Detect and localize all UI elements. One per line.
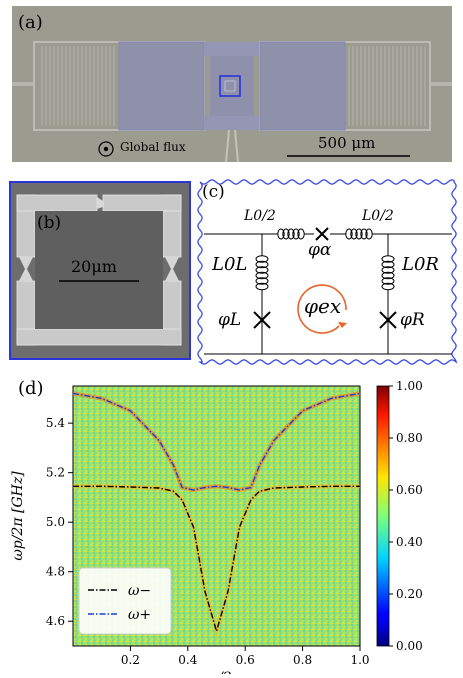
scalebar-b-label: 20μm	[71, 257, 117, 276]
micrograph-svg	[12, 6, 452, 162]
circuit-border	[197, 179, 458, 365]
spectrum-chart-svg: 0.2 0.4 0.6 0.8 1.0 4.6 4.8 5.0 5.2 5.4 φex/2π ωp/2…	[10, 379, 423, 678]
junction-right-icon	[379, 311, 397, 329]
junction-top-icon	[315, 227, 329, 241]
inductor-right-icon	[381, 255, 395, 291]
inductor-left-icon	[255, 255, 269, 291]
colorbar	[376, 385, 390, 647]
series-line-1	[72, 392, 361, 491]
y-tick-label-1: 4.8	[46, 565, 65, 579]
inductor-right-label: L0R	[402, 254, 439, 275]
left-electrode	[33, 41, 205, 131]
junction-left-label: φL	[218, 310, 242, 330]
panel-b-sem-image: (b) 20μm	[9, 181, 191, 360]
panel-a-label: (a)	[18, 12, 43, 33]
inductor-top-left-icon	[277, 228, 305, 240]
flux-loop-label: φex	[304, 294, 342, 318]
legend-box	[78, 567, 172, 635]
junction-left-icon	[253, 311, 271, 329]
panel-d-spectrum-chart: 0.2 0.4 0.6 0.8 1.0 4.6 4.8 5.0 5.2 5.4 φex/2π ωp/2…	[0, 370, 463, 678]
panel-c-circuit: (c) L0/2 L0/2 φα L0L L0R φL φR φex	[196, 178, 458, 366]
x-tick-label-3: 0.8	[293, 653, 312, 667]
legend-entry-0: ω−	[128, 583, 151, 599]
sem-svg	[11, 183, 189, 358]
legend-entry-1: ω+	[128, 607, 151, 623]
global-flux-label: Global flux	[120, 140, 186, 154]
x-axis-label: φex/2π	[192, 670, 242, 674]
inductor-top-right-icon	[345, 228, 373, 240]
circuit-svg	[197, 179, 458, 365]
right-electrode-fingers	[348, 46, 426, 126]
y-tick-label-4: 5.4	[46, 416, 65, 430]
x-tick-label-1: 0.4	[178, 653, 197, 667]
flux-loop-arrow-icon	[297, 284, 347, 334]
x-tick-label-4: 1.0	[350, 653, 369, 667]
colorbar-tick-label-3: 0.60	[396, 483, 423, 497]
x-tick-label-2: 0.6	[236, 653, 255, 667]
colorbar-tick-label-2: 0.40	[396, 535, 423, 549]
panel-a-micrograph: (a) Global flux 500 μm	[12, 6, 452, 162]
y-tick-label-3: 5.2	[46, 466, 65, 480]
inductor-top-right-label: L0/2	[362, 208, 394, 224]
colorbar-tick-label-1: 0.20	[396, 587, 423, 601]
panel-c-label: (c)	[202, 182, 225, 202]
y-tick-label-0: 4.6	[46, 614, 65, 628]
colorbar-tick-label-5: 1.00	[396, 379, 423, 393]
junction-right-label: φR	[400, 310, 425, 330]
y-tick-label-2: 5.0	[46, 515, 65, 529]
flux-symbol-icon	[98, 141, 114, 157]
left-electrode-fingers	[41, 46, 115, 126]
y-axis-label: ωp/2π [GHz]	[10, 471, 26, 561]
junction-top-label: φα	[308, 240, 332, 260]
panel-b-label: (b)	[37, 213, 62, 233]
zoom-box	[219, 75, 241, 97]
colorbar-tick-label-4: 0.80	[396, 431, 423, 445]
x-tick-label-0: 0.2	[121, 653, 140, 667]
colorbar-tick-label-0: 0.00	[396, 639, 423, 653]
right-electrode	[259, 41, 431, 131]
inductor-top-left-label: L0/2	[244, 208, 276, 224]
panel-d-label: (d)	[18, 378, 44, 399]
scalebar-a-label: 500 μm	[318, 134, 376, 152]
inductor-left-label: L0L	[212, 254, 248, 275]
